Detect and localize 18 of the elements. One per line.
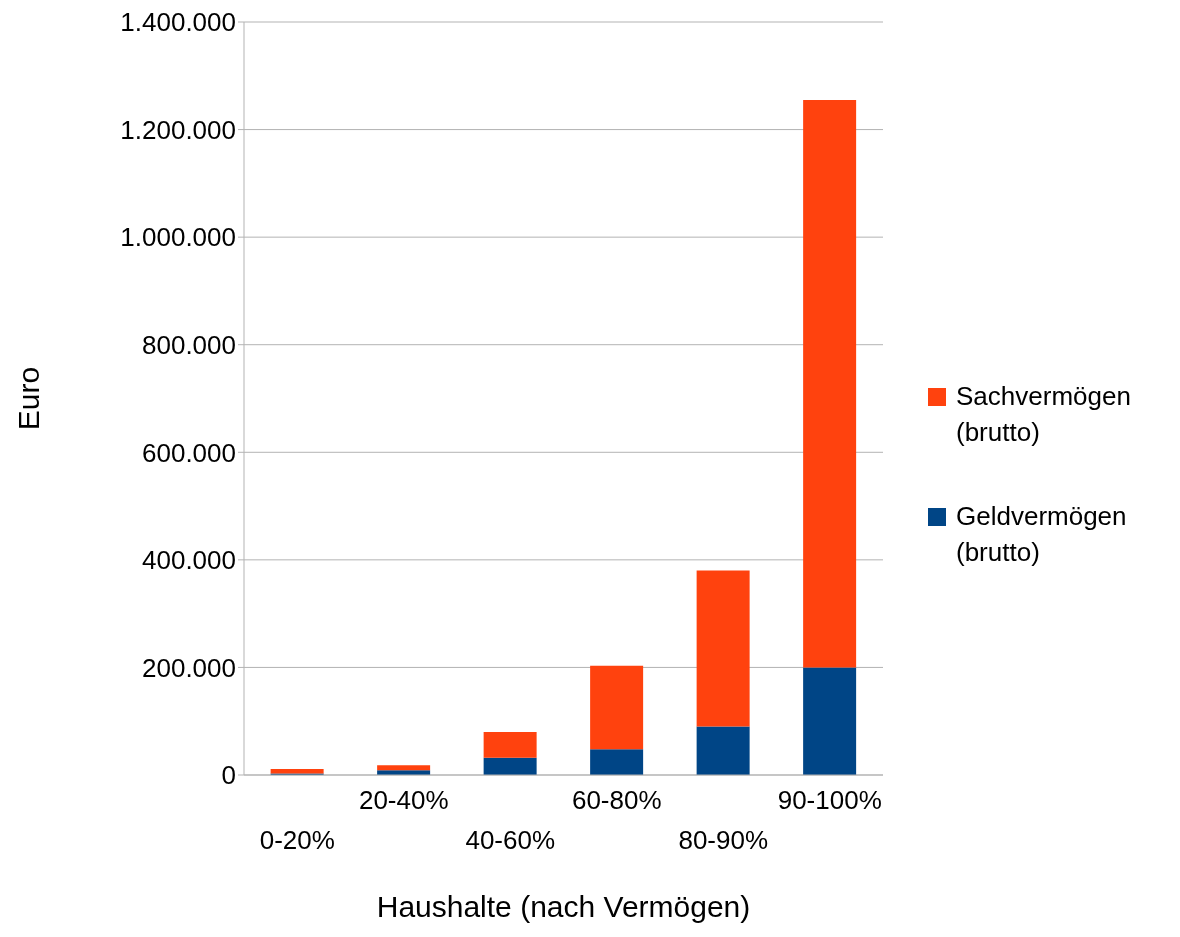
- x-axis-title: Haushalte (nach Vermögen): [376, 890, 751, 923]
- y-tick-label: 800.000: [142, 329, 236, 360]
- x-tick-label: 20-40%: [358, 785, 449, 815]
- legend-label: Sachvermögen (brutto): [956, 380, 1132, 449]
- y-tick-label: 1.400.000: [120, 7, 236, 38]
- y-tick-label: 600.000: [142, 437, 236, 468]
- y-tick-label: 200.000: [142, 652, 236, 683]
- y-tick-label: 1.000.000: [120, 222, 236, 253]
- x-tick-label: 60-80%: [571, 785, 662, 815]
- x-tick-label: 40-60%: [465, 825, 556, 855]
- legend-label: Geldvermögen (brutto): [956, 500, 1128, 569]
- x-tick-label: 90-100%: [777, 785, 882, 815]
- y-tick-label: 1.200.000: [120, 114, 236, 145]
- y-tick-label: 0: [221, 760, 236, 791]
- x-tick-label: 0-20%: [259, 825, 335, 855]
- y-axis-title: Euro: [11, 366, 45, 431]
- y-tick-label: 400.000: [142, 545, 236, 576]
- x-tick-label: 80-90%: [678, 825, 769, 855]
